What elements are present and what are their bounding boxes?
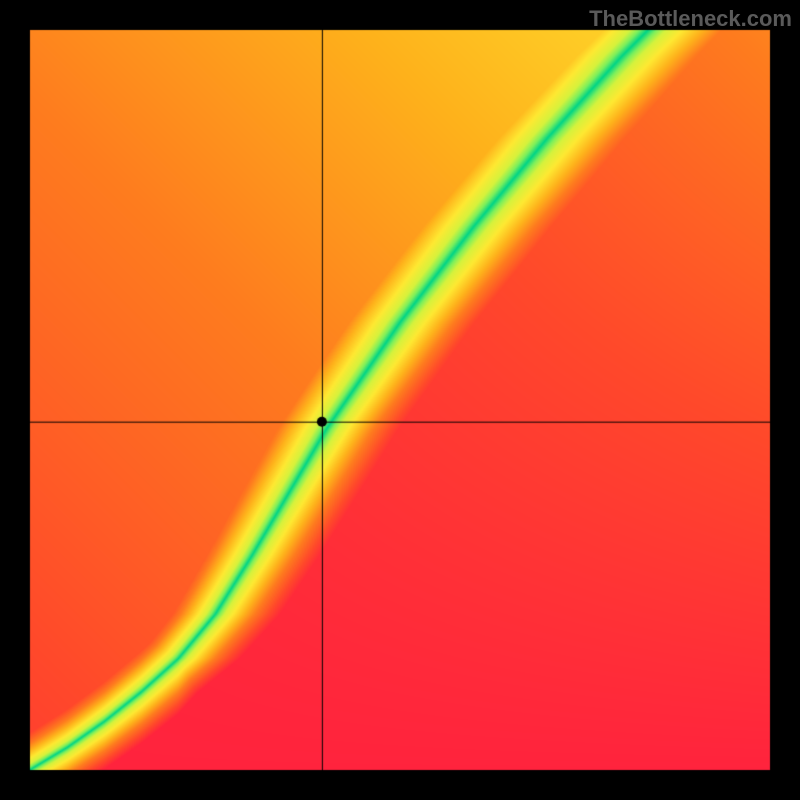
chart-container: TheBottleneck.com — [0, 0, 800, 800]
watermark-text: TheBottleneck.com — [589, 6, 792, 32]
heatmap-canvas — [0, 0, 800, 800]
